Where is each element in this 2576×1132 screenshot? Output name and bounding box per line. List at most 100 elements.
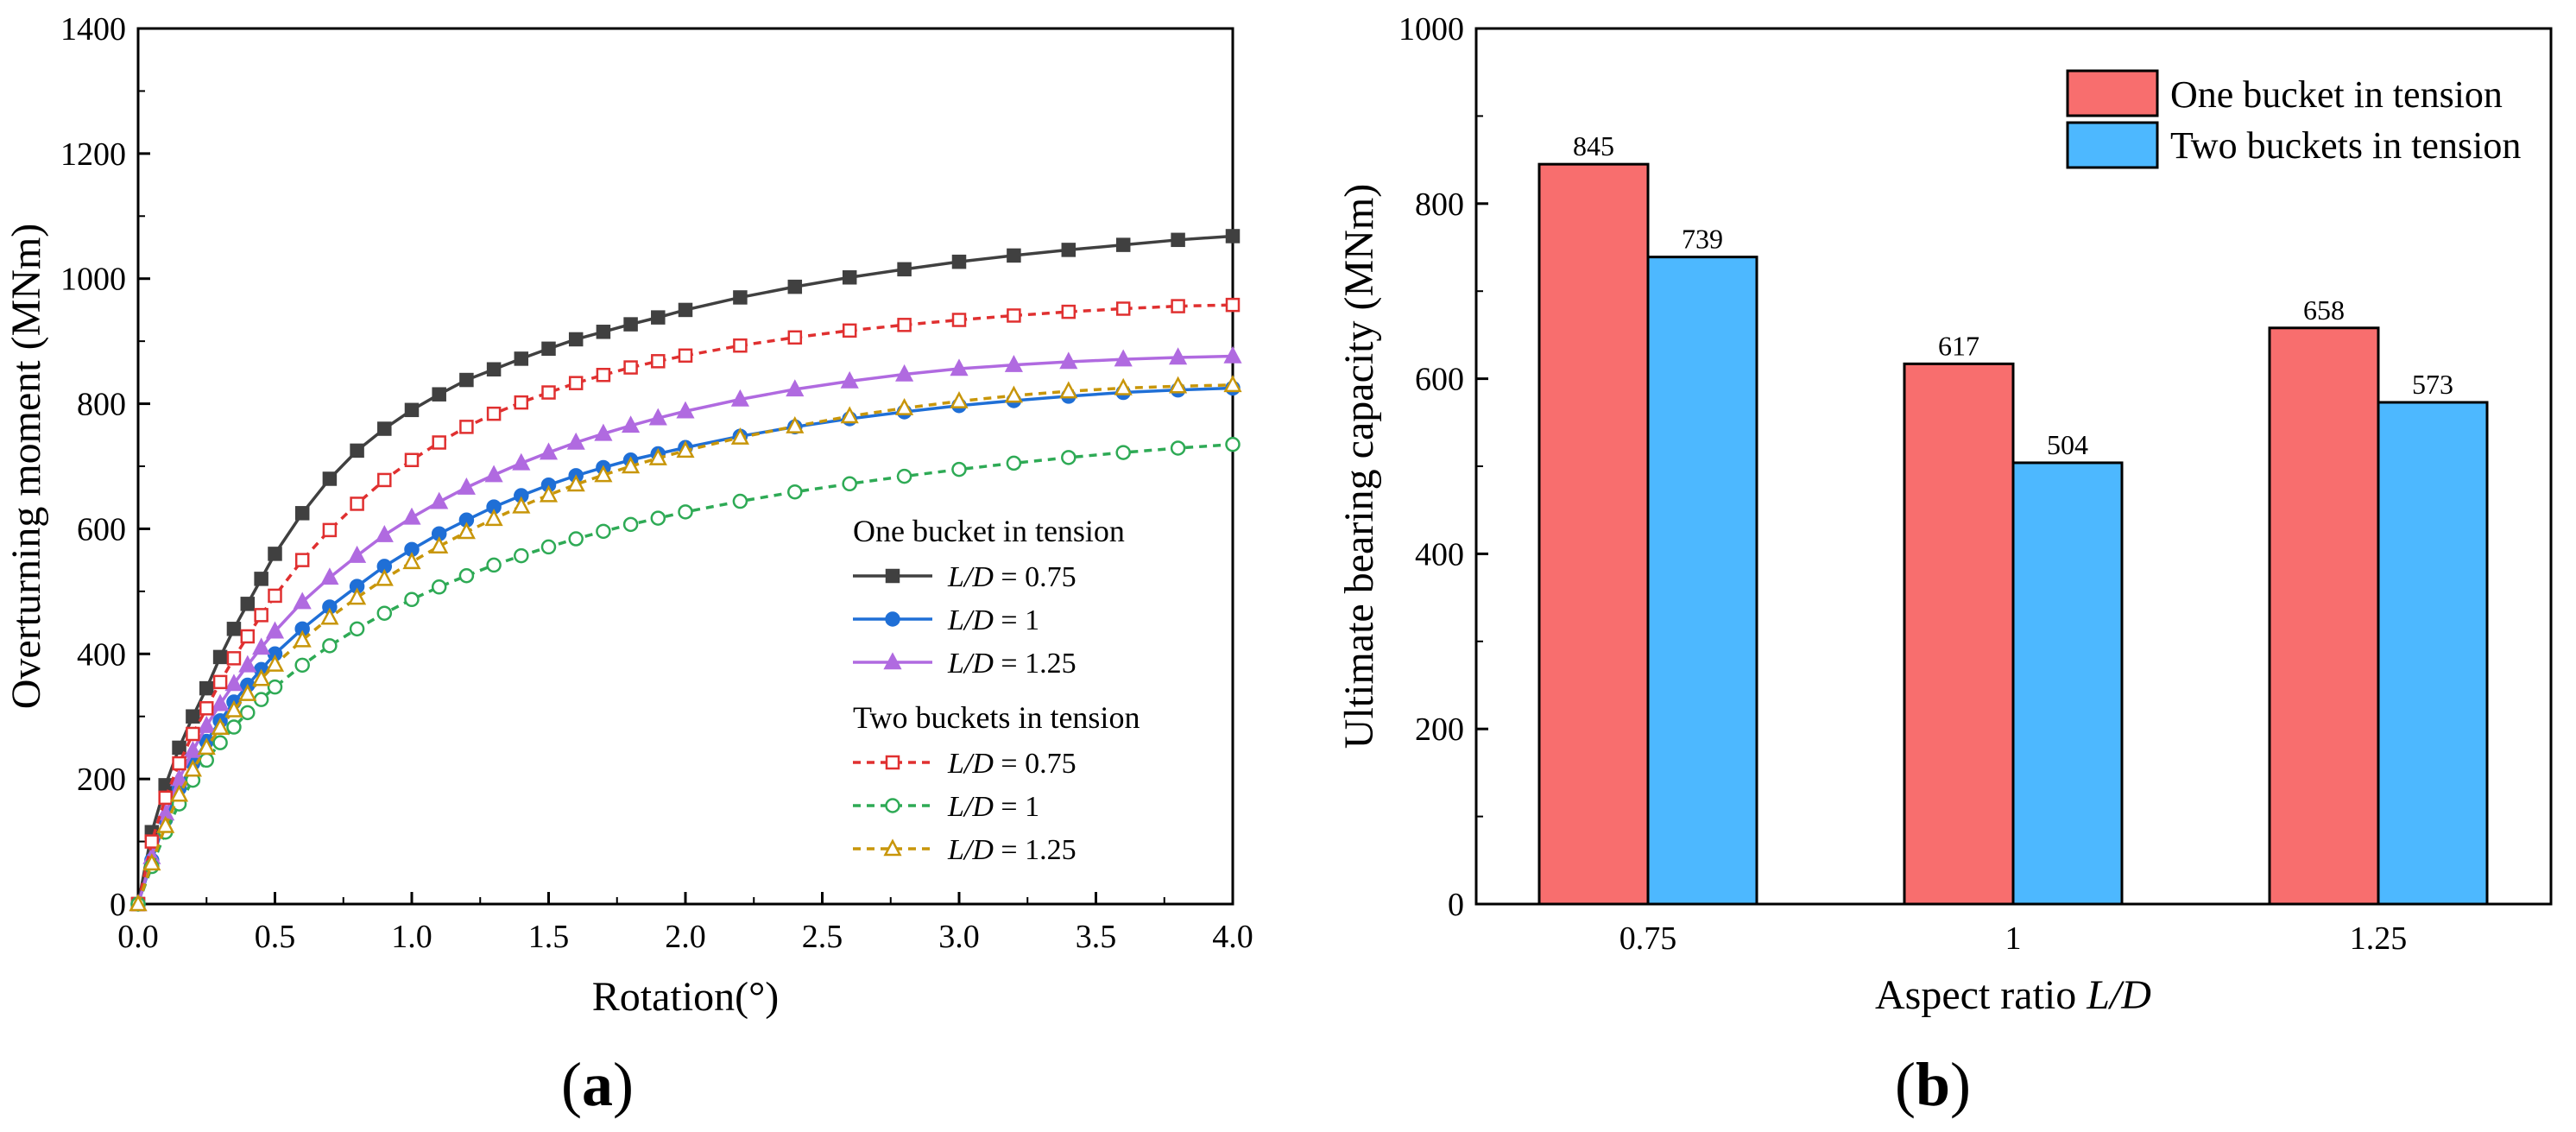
data-point-triangle (156, 815, 175, 833)
bar-one-bucket (2268, 326, 2380, 906)
data-point-triangle (457, 477, 476, 495)
data-point-triangle (430, 536, 449, 553)
data-point-triangle (786, 415, 805, 433)
y-tick-label-b: 600 (1415, 362, 1464, 398)
data-point-triangle (457, 522, 476, 540)
data-point-square (186, 726, 200, 742)
data-point-triangle (676, 401, 695, 419)
data-point-circle (322, 638, 338, 654)
y-tick-labels-b: 0 200 400 600 800 1000 (1398, 11, 1464, 923)
data-point-square (514, 395, 529, 410)
data-point-circle (253, 692, 269, 707)
data-point-triangle (840, 370, 859, 389)
x-tick-label-a: 0.5 (255, 919, 296, 955)
bar-two-buckets (2011, 461, 2124, 906)
data-point-triangle (566, 474, 585, 492)
data-point-square (1225, 297, 1241, 313)
data-point-triangle (238, 655, 257, 673)
data-point-square (568, 376, 584, 390)
data-point-circle (650, 510, 666, 526)
legend-ld: L/D (947, 791, 994, 823)
data-point-triangle (484, 465, 503, 483)
panel-letter-b: b (1916, 1050, 1950, 1119)
series-line (136, 303, 1234, 905)
legend-ld: L/D (947, 834, 994, 866)
data-point-triangle (539, 484, 559, 503)
data-point-triangle (730, 389, 749, 407)
data-point-triangle (648, 408, 667, 426)
legend-value: = 1.25 (994, 834, 1076, 866)
data-point-circle (596, 523, 611, 540)
data-point-triangle (1114, 349, 1133, 367)
data-point-triangle (622, 456, 641, 474)
series-6 (129, 375, 1242, 912)
y-tick-label-b: 200 (1415, 711, 1464, 748)
data-point-square (158, 778, 173, 793)
series-4 (130, 297, 1241, 912)
legend-row: L/D = 0.75 (853, 561, 1076, 593)
series-lines-a (129, 229, 1242, 912)
data-point-square (678, 348, 693, 364)
legend-swatch-one (2066, 69, 2159, 117)
data-point-circle (842, 476, 857, 492)
data-point-square (172, 756, 186, 771)
data-point-square (1115, 301, 1131, 316)
data-point-square (885, 568, 900, 584)
data-point-square (897, 262, 912, 277)
data-point-square (1007, 308, 1021, 323)
data-point-circle (1225, 436, 1241, 452)
data-point-square (404, 452, 420, 468)
data-point-square (268, 588, 282, 604)
data-point-triangle (566, 432, 585, 450)
data-point-square (623, 360, 638, 375)
y-tick-label-a: 200 (77, 762, 126, 798)
legend-a: One bucket in tension Two buckets in ten… (853, 514, 1140, 866)
legend-row: L/D = 0.75 (853, 748, 1076, 780)
data-point-circle (1115, 445, 1131, 460)
data-point-square (951, 254, 967, 269)
data-point-triangle (402, 552, 421, 570)
data-point-square (486, 362, 502, 376)
bar-two-buckets (1646, 256, 1758, 906)
bar-one-bucket (1903, 362, 2015, 906)
data-point-square (733, 290, 748, 305)
data-point-square (596, 325, 611, 339)
data-point-triangle (183, 740, 202, 758)
data-point-square (172, 740, 186, 756)
data-point-circle (896, 468, 912, 484)
data-point-circle (404, 591, 420, 608)
data-point-circle (1061, 450, 1076, 465)
legend-label: L/D = 1 (947, 791, 1039, 823)
y-axis-title-a: Overturning moment (MNm) (3, 224, 49, 710)
data-point-square (1225, 229, 1241, 243)
data-point-circle (240, 705, 256, 721)
legend-value: = 1 (994, 604, 1039, 636)
data-point-square (254, 608, 268, 623)
data-point-triangle (622, 415, 641, 433)
data-point-triangle (129, 894, 148, 912)
data-point-triangle (169, 784, 189, 802)
data-point-square (787, 330, 803, 345)
panel-label-b: (b) (1895, 1050, 1971, 1119)
y-tick-label-a: 1400 (60, 11, 126, 47)
bar-data-labels-b: 845 739 617 504 658 573 (1573, 130, 2453, 460)
panel-label-a: (a) (561, 1050, 634, 1119)
data-point-square (678, 302, 693, 318)
data-point-triangle (211, 693, 230, 711)
legend-label: L/D = 0.75 (947, 561, 1076, 593)
data-point-square (651, 354, 666, 369)
data-point-triangle (252, 637, 271, 655)
data-point-triangle (950, 391, 969, 408)
y-tick-label-b: 1000 (1398, 11, 1464, 47)
legend-value: = 0.75 (994, 561, 1076, 593)
y-tick-label-a: 400 (77, 636, 126, 673)
data-point-triangle (197, 715, 216, 733)
legend-label: L/D = 0.75 (947, 748, 1076, 780)
y-tick-label-a: 0 (110, 887, 126, 923)
data-point-triangle (840, 406, 859, 424)
x-axis-title-a: Rotation(°) (592, 974, 780, 1020)
data-point-circle (199, 752, 214, 768)
data-point-square (1115, 237, 1131, 252)
y-tick-label-b: 800 (1415, 187, 1464, 223)
